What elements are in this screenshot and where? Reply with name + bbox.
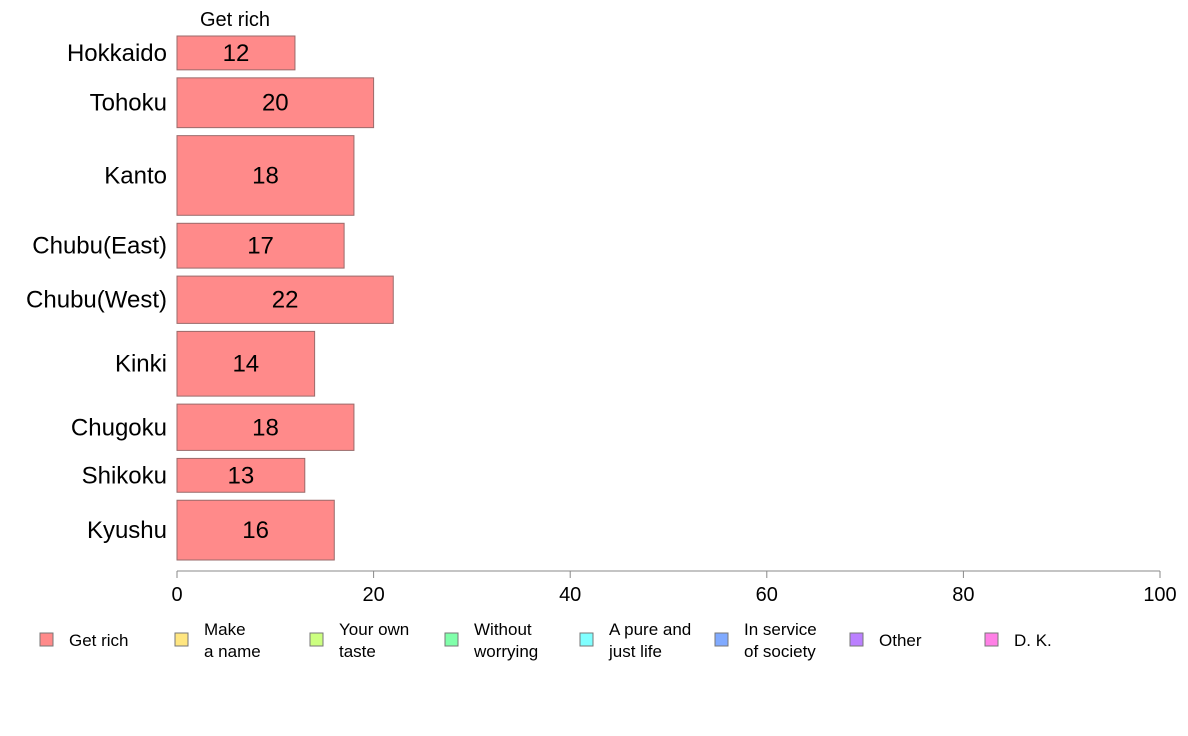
value-labels: 12 20 18 17 22 14 18 13 16 bbox=[223, 40, 299, 544]
value-label: 16 bbox=[242, 517, 269, 544]
legend-label-without-worrying: Without worrying bbox=[473, 620, 538, 661]
bar-chugoku bbox=[176, 403, 355, 451]
bars-group bbox=[176, 35, 394, 561]
legend: Get rich Make a name Your own taste Without wo… bbox=[39, 620, 1052, 661]
bar-kyushu bbox=[176, 499, 335, 561]
bar-chubu-west bbox=[176, 275, 394, 324]
category-label: Chugoku bbox=[71, 414, 167, 441]
category-label: Kinki bbox=[115, 351, 167, 378]
x-tick-label: 80 bbox=[952, 584, 974, 606]
legend-label-a-pure-and-just-life: A pure and just life bbox=[608, 620, 691, 661]
legend-label-in-service-of-society: In service of society bbox=[744, 620, 817, 661]
category-label: Hokkaido bbox=[67, 40, 167, 67]
category-labels: Hokkaido Tohoku Kanto Chubu(East) Chubu(West… bbox=[26, 40, 167, 544]
legend-swatch-other bbox=[849, 632, 864, 647]
x-tick-label: 100 bbox=[1143, 584, 1176, 606]
category-label: Chubu(East) bbox=[32, 233, 167, 260]
legend-swatch-a-pure-and-just-life bbox=[579, 632, 594, 647]
value-label: 18 bbox=[252, 162, 279, 189]
x-tick-label: 40 bbox=[559, 584, 581, 606]
legend-swatch-without-worrying bbox=[444, 632, 459, 647]
x-tick-label: 0 bbox=[171, 584, 182, 606]
x-tick-label: 60 bbox=[756, 584, 778, 606]
category-label: Kanto bbox=[104, 162, 167, 189]
bar-kanto bbox=[176, 135, 355, 216]
value-label: 17 bbox=[247, 233, 274, 260]
legend-label-d-k: D. K. bbox=[1014, 631, 1052, 650]
legend-swatch-make-a-name bbox=[174, 632, 189, 647]
value-label: 14 bbox=[232, 351, 259, 378]
bar-chubu-east bbox=[176, 222, 345, 269]
value-label: 22 bbox=[272, 287, 299, 314]
legend-label-other: Other bbox=[879, 631, 922, 650]
value-label: 20 bbox=[262, 90, 289, 117]
legend-swatch-get-rich bbox=[39, 632, 54, 647]
legend-label-make-a-name: Make a name bbox=[204, 620, 261, 661]
x-axis: 0 20 40 60 80 100 bbox=[171, 570, 1177, 606]
value-label: 12 bbox=[223, 40, 250, 67]
category-label: Chubu(West) bbox=[26, 287, 167, 314]
value-label: 13 bbox=[228, 462, 255, 489]
category-label: Shikoku bbox=[82, 462, 167, 489]
legend-label-get-rich: Get rich bbox=[69, 631, 129, 650]
bar-kinki bbox=[176, 330, 316, 397]
bar-tohoku bbox=[176, 77, 375, 129]
x-tick-label: 20 bbox=[362, 584, 384, 606]
legend-swatch-in-service-of-society bbox=[714, 632, 729, 647]
category-label: Kyushu bbox=[87, 517, 167, 544]
value-label: 18 bbox=[252, 414, 279, 441]
series-title: Get rich bbox=[200, 9, 270, 31]
bar-hokkaido bbox=[176, 35, 296, 71]
legend-label-your-own-taste: Your own taste bbox=[339, 620, 409, 661]
legend-swatch-d-k bbox=[984, 632, 999, 647]
legend-swatch-your-own-taste bbox=[309, 632, 324, 647]
bar-shikoku bbox=[176, 457, 306, 493]
category-label: Tohoku bbox=[90, 90, 167, 117]
